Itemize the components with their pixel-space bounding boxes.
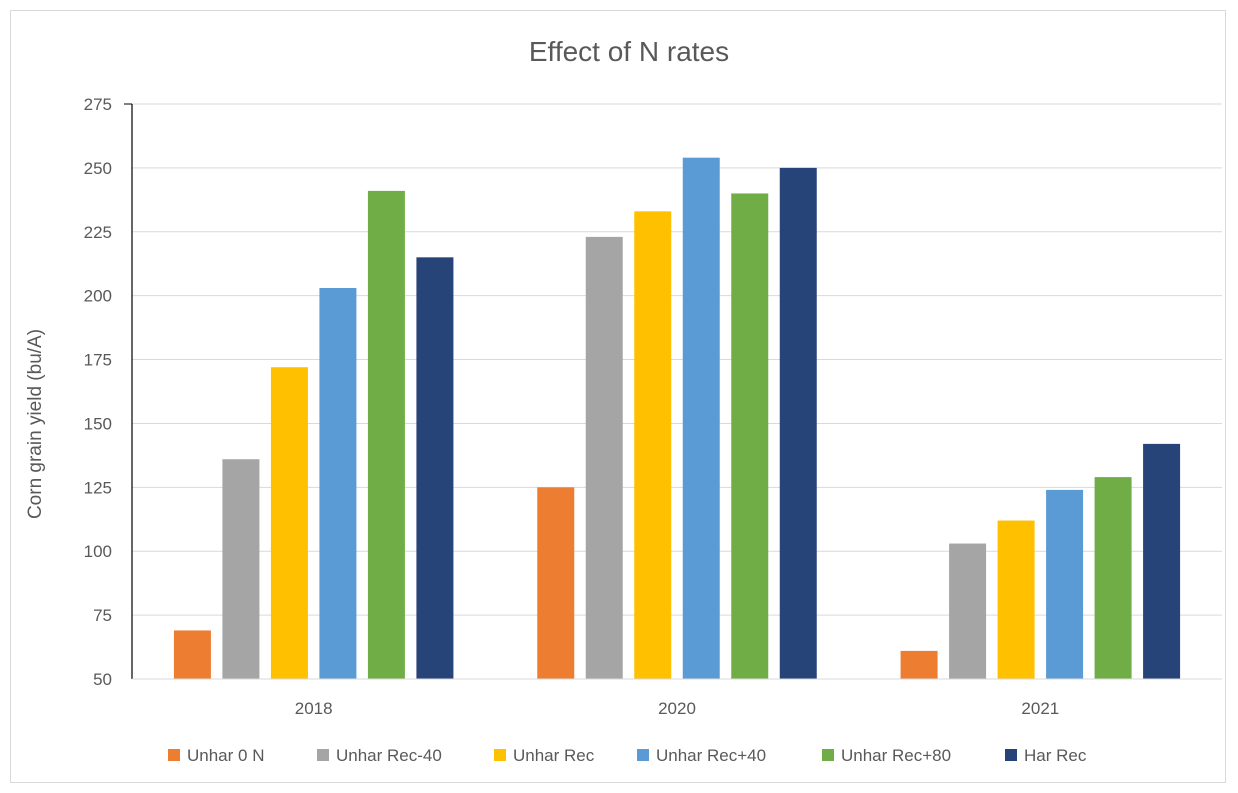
bar (416, 257, 454, 679)
axes (124, 103, 1222, 680)
x-tick-label: 2020 (658, 699, 696, 718)
x-axis-ticks: 2018 2020 2021 (295, 699, 1059, 718)
x-tick-label: 2021 (1021, 699, 1059, 718)
legend-swatch (1005, 749, 1017, 761)
bar (173, 630, 211, 679)
bar (585, 236, 623, 679)
gridlines (132, 103, 1222, 616)
y-tick-label: 250 (84, 159, 112, 178)
bar (900, 650, 938, 679)
bar (682, 157, 720, 679)
y-tick-label: 225 (84, 223, 112, 242)
y-tick-label: 100 (84, 542, 112, 561)
legend-label: Unhar 0 N (187, 746, 264, 765)
bar (367, 190, 405, 679)
legend: Unhar 0 N Unhar Rec-40 Unhar Rec Unhar Rec+… (168, 746, 1087, 765)
bar (731, 193, 769, 679)
bar (949, 543, 987, 679)
legend-swatch (168, 749, 180, 761)
bar (537, 487, 575, 679)
x-tick-label: 2018 (295, 699, 333, 718)
legend-swatch (317, 749, 329, 761)
y-tick-label: 175 (84, 351, 112, 370)
bar (1046, 489, 1084, 679)
bar (634, 211, 672, 680)
legend-swatch (822, 749, 834, 761)
y-tick-label: 50 (93, 670, 112, 689)
bar (997, 520, 1035, 679)
legend-swatch (494, 749, 506, 761)
y-tick-label: 75 (93, 606, 112, 625)
legend-label: Unhar Rec-40 (336, 746, 442, 765)
y-tick-label: 275 (84, 95, 112, 114)
bar (779, 167, 817, 679)
bar (222, 459, 260, 679)
y-axis-label: Corn grain yield (bu/A) (25, 329, 46, 519)
bars (173, 157, 1181, 680)
bar (1143, 443, 1181, 679)
legend-label: Unhar Rec (513, 746, 595, 765)
y-tick-label: 150 (84, 414, 112, 433)
legend-label: Unhar Rec+80 (841, 746, 951, 765)
y-tick-label: 200 (84, 287, 112, 306)
y-axis-ticks: 50 75 100 125 150 175 200 225 250 275 (84, 95, 112, 689)
legend-swatch (637, 749, 649, 761)
y-tick-label: 125 (84, 478, 112, 497)
bar (319, 288, 357, 679)
chart-title: Effect of N rates (529, 36, 729, 67)
legend-label: Har Rec (1024, 746, 1087, 765)
bar (270, 367, 308, 679)
legend-label: Unhar Rec+40 (656, 746, 766, 765)
bar (1094, 477, 1132, 679)
